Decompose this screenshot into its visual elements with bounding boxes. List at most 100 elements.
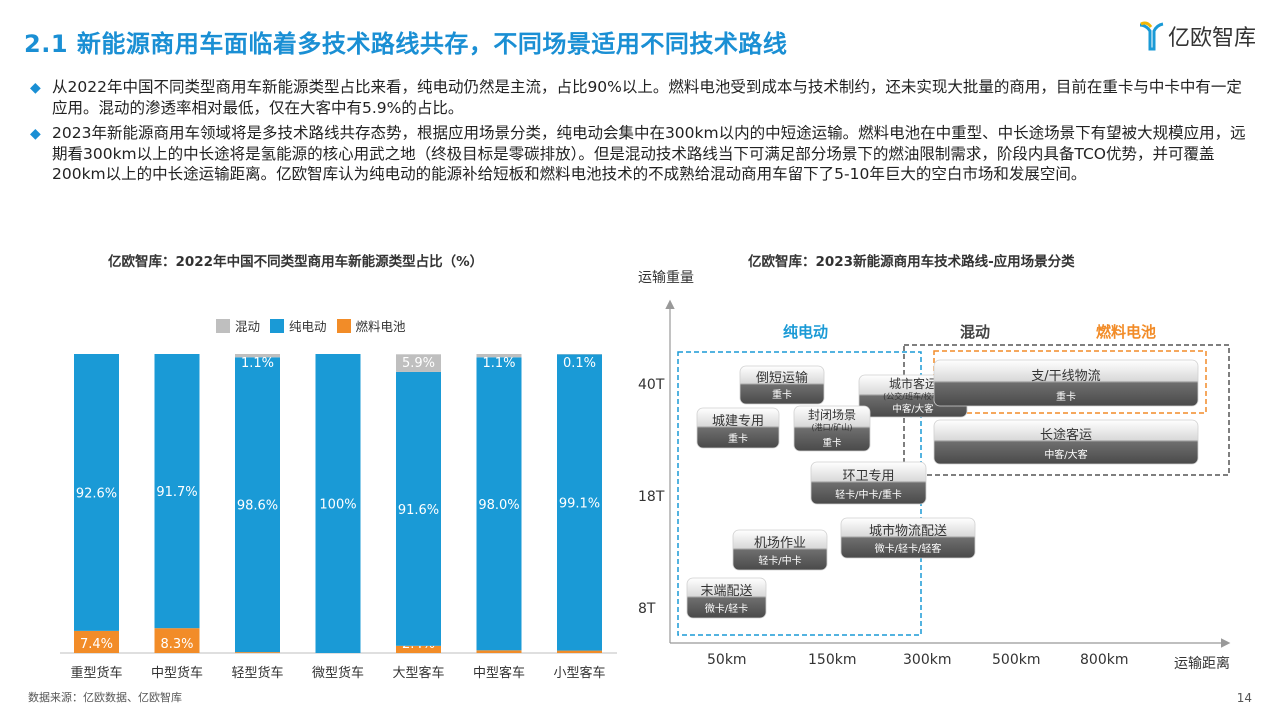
diagram-title: 亿欧智库：2023新能源商用车技术路线-应用场景分类: [748, 254, 1075, 270]
bar-segment-bev: [396, 371, 441, 646]
svg-text:微卡/轻卡/轻客: 微卡/轻卡/轻客: [875, 542, 942, 555]
data-label: 1.1%: [482, 356, 515, 371]
svg-text:长途客运: 长途客运: [1040, 427, 1092, 443]
data-label: 98.0%: [478, 498, 519, 513]
x-tick-300km: 300km: [903, 652, 951, 668]
data-label: 91.7%: [156, 485, 197, 500]
bar-segment-fuelcell: [235, 652, 280, 653]
x-tick-label: 轻型货车: [231, 665, 283, 681]
bar-segment-fuelcell: [74, 630, 119, 653]
data-label: 92.6%: [76, 486, 117, 501]
region-label-hybrid: 混动: [960, 323, 990, 341]
svg-text:重卡: 重卡: [822, 437, 842, 449]
bar-segment-bev: [557, 354, 602, 651]
x-axis-label: 运输距离: [1174, 655, 1230, 672]
page-title: 2.1 新能源商用车面临着多技术路线共存，不同场景适用不同技术路线: [24, 30, 788, 58]
bar-segment-fuelcell: [476, 650, 522, 653]
scenario-diagram: 运输重量 运输距离 40T 18T 8T 50km 150km 300km 50…: [638, 270, 1231, 672]
logo-mark-icon: [1139, 21, 1164, 51]
bar-segment-fuelcell: [396, 645, 441, 653]
svg-text:封闭场景: 封闭场景: [808, 408, 856, 422]
svg-text:轻卡/中卡: 轻卡/中卡: [758, 554, 801, 567]
page-number: 14: [1236, 691, 1252, 705]
x-tick-label: 重型货车: [70, 665, 122, 681]
svg-text:重卡: 重卡: [1056, 390, 1076, 403]
x-tick-50km: 50km: [707, 652, 747, 668]
bar-segment-bev: [235, 357, 280, 653]
svg-text:城市客运: 城市客运: [889, 376, 937, 391]
data-label: 98.6%: [237, 499, 278, 514]
data-label: 0.1%: [563, 356, 596, 371]
x-tick-label: 中型客车: [473, 665, 525, 681]
data-label: 99.1%: [559, 496, 600, 511]
svg-text:微卡/轻卡: 微卡/轻卡: [705, 602, 748, 615]
bullet-list: ◆ 从2022年中国不同类型商用车新能源类型占比来看，纯电动仍然是主流，占比90…: [30, 77, 1255, 190]
data-label: 8.3%: [160, 637, 193, 652]
x-tick-label: 中型货车: [151, 665, 203, 681]
x-tick-label: 小型客车: [553, 665, 605, 681]
data-label: 7.4%: [80, 637, 113, 652]
bar-segment-hybrid: [396, 354, 441, 372]
region-label-fuelcell: 燃料电池: [1096, 323, 1156, 341]
svg-text:(港口/矿山): (港口/矿山): [812, 422, 853, 432]
svg-text:(公交/班车/校车): (公交/班车/校车): [883, 391, 943, 401]
bar-segment-fuelcell: [154, 628, 200, 653]
bar-segment-hybrid: [476, 354, 522, 358]
y-tick-40t: 40T: [638, 377, 665, 393]
data-label: 5.9%: [402, 356, 435, 371]
bar-segment-fuelcell: [557, 650, 602, 653]
svg-text:环卫专用: 环卫专用: [842, 469, 894, 484]
svg-text:重卡: 重卡: [728, 432, 748, 445]
svg-text:城市物流配送: 城市物流配送: [869, 523, 947, 539]
bar-chart-title: 亿欧智库：2022年中国不同类型商用车新能源类型占比（%）: [108, 254, 484, 270]
svg-text:中客/大客: 中客/大客: [892, 403, 934, 415]
legend-item-fuelcell: 燃料电池: [336, 316, 406, 335]
svg-text:重卡: 重卡: [772, 388, 792, 401]
legend-item-bev: 纯电动: [270, 316, 327, 335]
svg-text:倒短运输: 倒短运输: [756, 370, 808, 386]
svg-text:末端配送: 末端配送: [700, 584, 752, 599]
bullet-text: 从2022年中国不同类型商用车新能源类型占比来看，纯电动仍然是主流，占比90%以…: [52, 78, 1242, 117]
svg-text:中客/大客: 中客/大客: [1044, 448, 1087, 461]
bullet-item: ◆ 2023年新能源商用车领域将是多技术路线共存态势，根据应用场景分类，纯电动会…: [30, 123, 1255, 185]
x-tick-150km: 150km: [808, 652, 856, 668]
bar-chart-legend: 混动 纯电动 燃料电池: [216, 316, 416, 335]
bar-segment-bev: [476, 357, 522, 651]
scenario-closed-site: 封闭场景(港口/矿山) 重卡: [793, 405, 871, 452]
diamond-bullet-icon: ◆: [30, 126, 41, 142]
data-label: 100%: [319, 498, 356, 513]
legend-item-hybrid: 混动: [216, 316, 260, 335]
brand-logo: 亿欧智库: [1138, 20, 1256, 52]
logo-text: 亿欧智库: [1167, 26, 1256, 51]
data-label: 91.6%: [398, 503, 439, 518]
region-label-bev: 纯电动: [783, 323, 828, 341]
x-tick-label: 大型客车: [392, 665, 444, 681]
x-tick-500km: 500km: [992, 652, 1040, 668]
bullet-text: 2023年新能源商用车领域将是多技术路线共存态势，根据应用场景分类，纯电动会集中…: [52, 124, 1246, 183]
data-source: 数据来源：亿欧数据、亿欧智库: [28, 691, 182, 704]
x-tick-label: 微型货车: [312, 665, 364, 681]
bar-segment-bev: [315, 354, 361, 653]
y-tick-8t: 8T: [638, 601, 656, 617]
svg-text:轻卡/中卡/重卡: 轻卡/中卡/重卡: [835, 488, 902, 501]
y-axis-label: 运输重量: [638, 270, 694, 286]
stacked-bar-chart: 7.4%92.6%重型货车8.3%91.7%中型货车0.3%98.6%1.1%轻…: [60, 354, 617, 681]
y-tick-18t: 18T: [638, 489, 665, 505]
bullet-item: ◆ 从2022年中国不同类型商用车新能源类型占比来看，纯电动仍然是主流，占比90…: [30, 77, 1255, 118]
bar-segment-bev: [74, 354, 119, 631]
svg-text:机场作业: 机场作业: [754, 536, 806, 551]
x-tick-800km: 800km: [1080, 652, 1128, 668]
data-label: 1.1%: [241, 356, 274, 371]
svg-text:支/干线物流: 支/干线物流: [1031, 369, 1100, 384]
bar-segment-bev: [154, 354, 200, 629]
svg-text:城建专用: 城建专用: [712, 414, 764, 429]
diamond-bullet-icon: ◆: [30, 80, 41, 96]
